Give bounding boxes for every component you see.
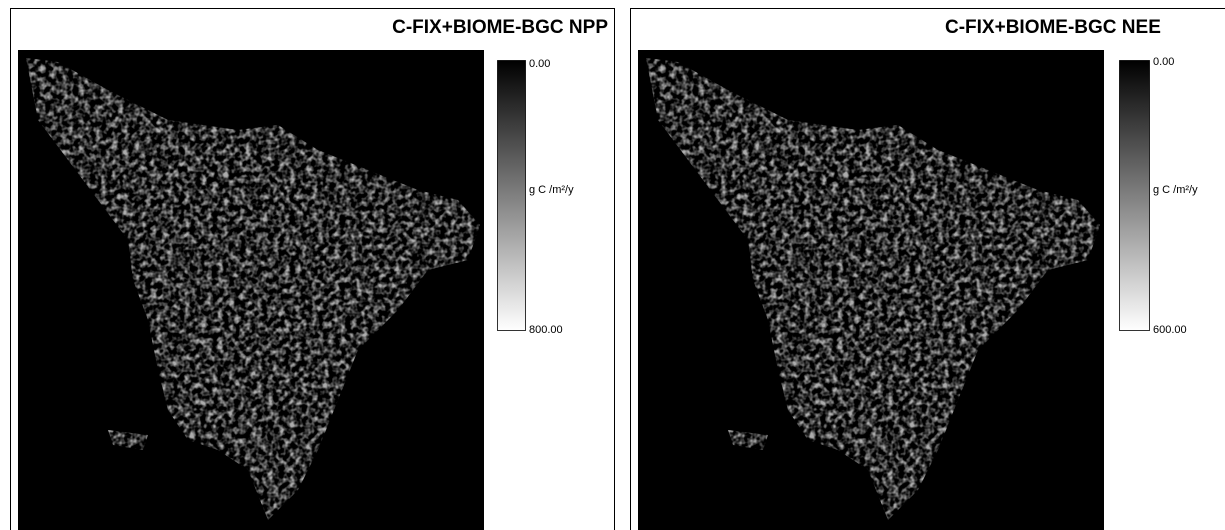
legend-unit: g C /m²/y: [1153, 184, 1198, 196]
panel-title: C-FIX+BIOME-BGC NPP: [392, 17, 608, 38]
legend-max: 800.00: [529, 324, 563, 336]
legend-max: 600.00: [1153, 324, 1187, 336]
legend-unit: g C /m²/y: [529, 184, 574, 196]
legend-min: 0.00: [1153, 56, 1174, 68]
legend-ramp: [1120, 61, 1150, 331]
map: [18, 50, 484, 530]
legend-min: 0.00: [529, 58, 550, 70]
map: [638, 50, 1104, 530]
figure: C-FIX+BIOME-BGC NPP 0.00 g C /m²/y 800.0…: [0, 0, 1225, 530]
page: C-FIX+BIOME-BGC NPP 0.00 g C /m²/y 800.0…: [0, 0, 1225, 530]
legend-ramp: [498, 61, 526, 331]
panel-title: C-FIX+BIOME-BGC NEE: [945, 17, 1161, 38]
